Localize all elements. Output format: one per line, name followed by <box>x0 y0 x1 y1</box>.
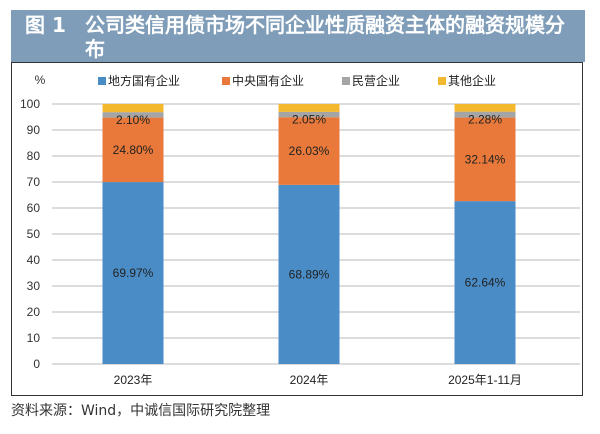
y-tick-label: 80 <box>27 149 41 163</box>
y-tick-label: 10 <box>27 331 41 345</box>
y-tick-label: 50 <box>27 227 41 241</box>
source-note: 资料来源：Wind，中诚信国际研究院整理 <box>11 403 271 419</box>
data-label: 32.14% <box>465 152 506 166</box>
y-tick-label: 0 <box>33 357 40 371</box>
bar-segment <box>454 111 516 118</box>
legend-label: 中央国有企业 <box>232 73 304 88</box>
data-label: 26.03% <box>289 144 330 158</box>
bar-segment <box>102 182 164 364</box>
legend-swatch <box>342 77 350 85</box>
y-tick-label: 40 <box>27 253 41 267</box>
chart-title: 公司类信用债市场不同企业性质融资主体的融资规模分布 <box>85 13 565 61</box>
title-banner: 图 1 公司类信用债市场不同企业性质融资主体的融资规模分布 <box>11 10 585 62</box>
y-tick-label: 70 <box>27 175 41 189</box>
bar-segment <box>454 201 516 364</box>
bar-segment <box>454 104 516 112</box>
y-tick-label: 90 <box>27 123 41 137</box>
legend-swatch <box>222 77 230 85</box>
y-axis-unit: % <box>35 73 46 87</box>
y-tick-label: 100 <box>20 97 40 111</box>
y-tick-label: 20 <box>27 305 41 319</box>
legend-swatch <box>98 77 106 85</box>
legend-label: 民营企业 <box>352 73 400 88</box>
bar-segment <box>102 117 164 183</box>
legend-label: 地方国有企业 <box>108 73 180 88</box>
data-label: 2.28% <box>468 113 502 127</box>
x-tick-label: 2025年1-11月 <box>448 373 522 387</box>
x-tick-label: 2023年 <box>114 373 153 387</box>
data-label: 69.97% <box>113 266 154 280</box>
bar-segment <box>278 117 340 185</box>
figure-label: 图 1 <box>25 13 66 37</box>
chart-frame <box>11 62 583 396</box>
bar-segment <box>278 184 340 364</box>
y-tick-label: 30 <box>27 279 41 293</box>
y-tick-label: 60 <box>27 201 41 215</box>
data-label: 68.89% <box>289 267 330 281</box>
legend-label: 其他企业 <box>448 73 496 88</box>
bar-segment <box>278 111 340 118</box>
x-tick-label: 2024年 <box>290 373 329 387</box>
bar-segment <box>454 117 516 202</box>
bar-segment <box>102 112 164 118</box>
data-label: 2.05% <box>292 113 326 127</box>
bar-segment <box>102 104 164 113</box>
data-label: 62.64% <box>465 276 506 290</box>
data-label: 24.80% <box>113 143 154 157</box>
legend-swatch <box>438 77 446 85</box>
data-label: 2.10% <box>116 113 150 127</box>
bar-segment <box>278 104 340 112</box>
